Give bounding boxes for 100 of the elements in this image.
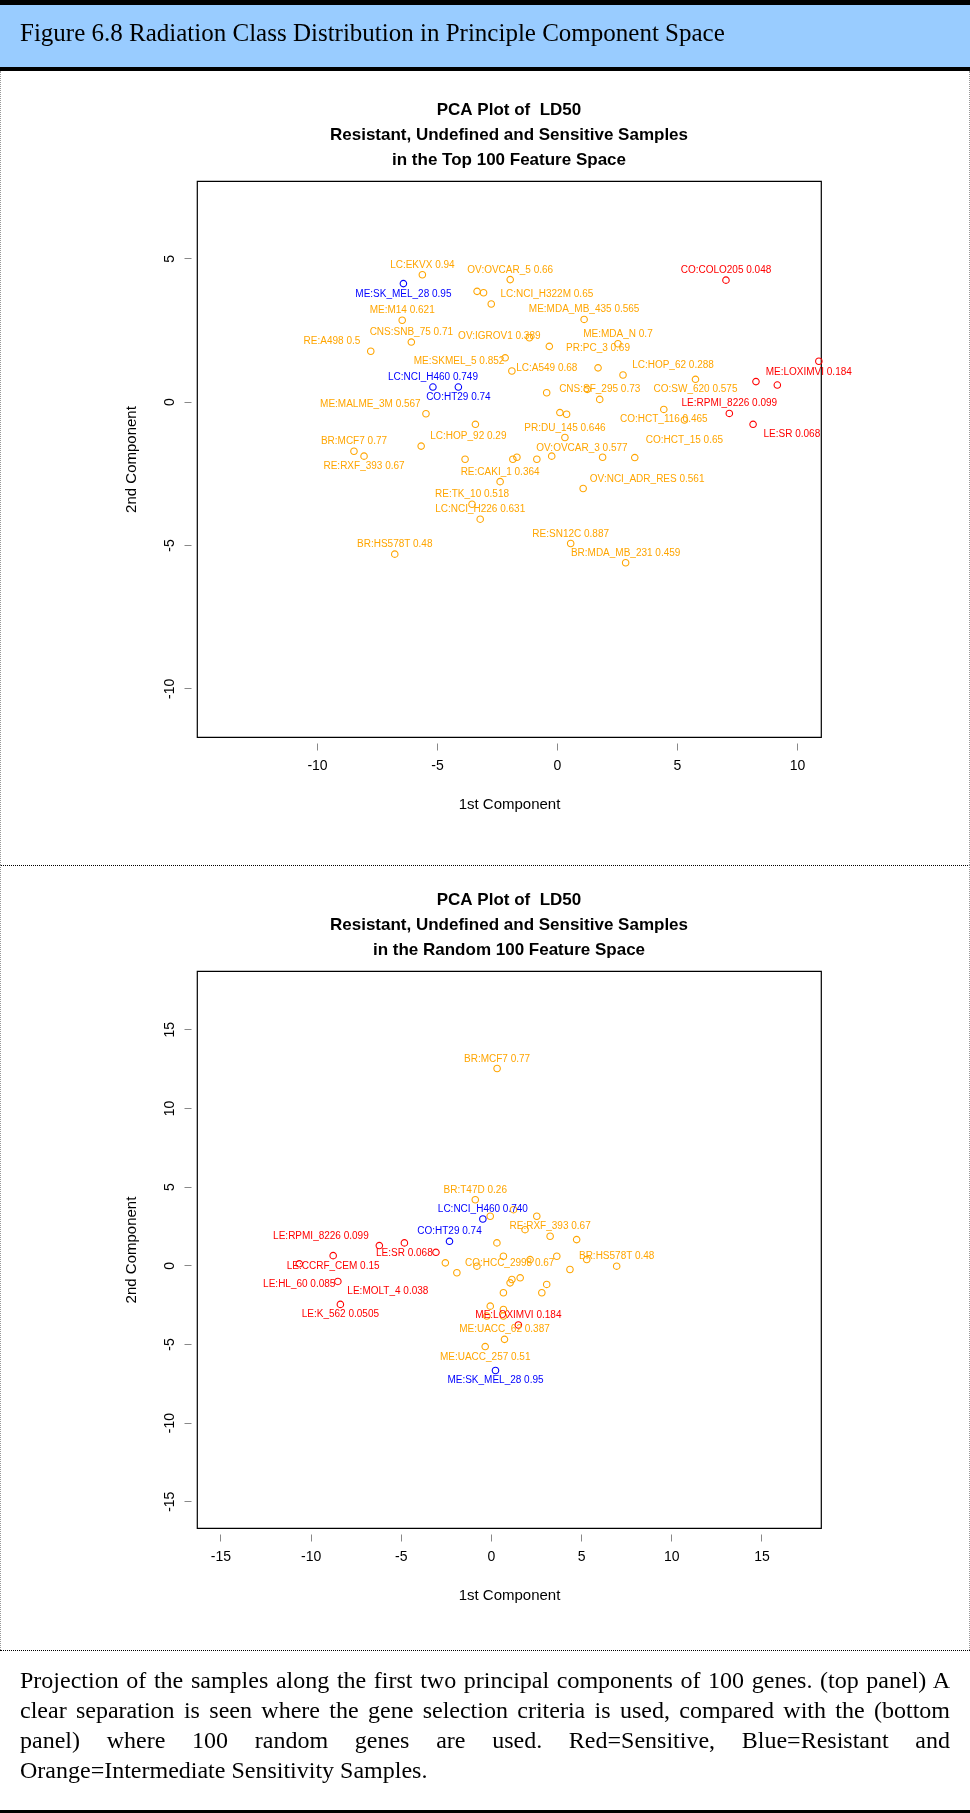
point xyxy=(471,1196,480,1204)
annotation: ME:UACC_62 0.387 xyxy=(459,1323,551,1335)
annotation: CO:SW_620 0.575 xyxy=(653,383,738,395)
point xyxy=(486,1302,495,1310)
point xyxy=(538,1288,546,1297)
annotation: LC:NCI_H322M 0.65 xyxy=(500,287,594,299)
annotation: OV:IGROV1 0.389 xyxy=(458,330,541,342)
point xyxy=(508,1275,516,1284)
point xyxy=(481,1342,489,1351)
y-tick-label: 0 xyxy=(160,398,177,407)
annotation: ME:SKMEL_5 0.852 xyxy=(413,355,505,367)
point xyxy=(579,484,587,493)
chart-title: PCA Plot of LD50 Resistant, Undefined and Sensitive Samples in the Top 100 Feature Space xyxy=(329,100,689,169)
annotation: ME:MDA_N 0.7 xyxy=(583,327,654,339)
y-tick-label: -10 xyxy=(160,1412,177,1434)
annotation: LE:HL_60 0.085 xyxy=(263,1277,336,1289)
point xyxy=(329,1251,337,1260)
annotation: CO:HT29 0.74 xyxy=(417,1225,483,1237)
point xyxy=(546,1232,554,1241)
point xyxy=(532,1212,541,1221)
annotation: ME:UACC_257 0.51 xyxy=(439,1350,531,1362)
y-tick-label: 5 xyxy=(160,254,177,263)
caption: Figure 6.8 Radiation Class Distribution in Principle Component Space xyxy=(0,0,970,71)
point xyxy=(556,408,564,417)
point xyxy=(725,409,734,418)
point xyxy=(621,558,630,567)
point xyxy=(429,383,437,391)
point xyxy=(542,389,551,397)
point xyxy=(418,270,427,279)
chart-title: PCA Plot of LD50 Resistant, Undefined and Sensitive Samples in the Random 100 Feature Space xyxy=(329,890,689,959)
y-tick-label: -5 xyxy=(160,539,177,552)
point xyxy=(506,1279,514,1287)
point xyxy=(476,515,484,523)
point xyxy=(630,453,639,462)
x-axis-title: 1st Component xyxy=(458,794,562,812)
y-tick-label: 0 xyxy=(160,1261,177,1270)
x-tick-label: 0 xyxy=(487,1547,496,1564)
point xyxy=(336,1300,345,1309)
point xyxy=(542,1280,551,1289)
annotation: ME:M14 0.621 xyxy=(369,304,436,316)
text: Projection of the samples along the first two principal components of 100 genes. (top panel) A clear separation is seen where the gene selection criteria is used, compared with the (bottom panel) where 100 random genes are used. Red=Sensitive, Blue=Resistant and Orange=Intermediate Sensitivity Samples. xyxy=(0,1650,970,1813)
point xyxy=(499,1288,508,1297)
annotation: ME:SK_MEL_28 0.95 xyxy=(355,287,452,299)
annotation: CO:HCT_15 0.65 xyxy=(645,434,724,446)
point xyxy=(566,1265,574,1274)
x-tick-label: 0 xyxy=(553,756,562,773)
point xyxy=(749,420,757,429)
annotation: PR:PC_3 0.69 xyxy=(566,341,631,353)
annotation: BR:T47D 0.26 xyxy=(443,1183,508,1195)
x-tick-label: 5 xyxy=(673,756,682,773)
point xyxy=(407,338,416,346)
point xyxy=(562,410,571,419)
point xyxy=(572,1235,581,1244)
point xyxy=(513,453,521,462)
annotation: RE:SN12C 0.887 xyxy=(532,527,610,539)
annotation: BR:HS578T 0.48 xyxy=(357,538,433,550)
point xyxy=(533,455,541,464)
annotation: LE:RPMI_8226 0.099 xyxy=(273,1229,370,1241)
point xyxy=(619,371,627,379)
point xyxy=(441,1259,450,1267)
x-axis-title: 1st Component xyxy=(458,1585,562,1603)
annotation: LE:SR 0.068 xyxy=(763,428,821,440)
x-tick-label: -5 xyxy=(395,1547,408,1564)
annotation: ME:MDA_MB_435 0.565 xyxy=(528,303,640,315)
annotation: LE:K_562 0.0505 xyxy=(301,1308,380,1320)
point xyxy=(691,375,700,384)
y-tick-label: 15 xyxy=(160,1021,177,1038)
x-tick-label: -15 xyxy=(210,1547,232,1564)
point xyxy=(506,275,514,284)
x-tick-label: -5 xyxy=(431,756,444,773)
annotation: RE:RXF_393 0.67 xyxy=(509,1220,592,1232)
y-tick-label: 10 xyxy=(160,1100,177,1117)
annotation: CO:HT29 0.74 xyxy=(426,391,492,403)
point xyxy=(773,381,782,389)
annotation: BR:MCF7 0.77 xyxy=(464,1052,531,1064)
annotation: LE:CCRF_CEM 0.15 xyxy=(286,1259,380,1271)
point xyxy=(612,1262,621,1270)
annotation: LE:MOLT_4 0.038 xyxy=(347,1285,429,1297)
y-axis-title: 2nd Component xyxy=(121,1195,139,1304)
annotation: CNS:SNB_75 0.71 xyxy=(369,326,454,338)
point xyxy=(508,367,516,375)
annotation: RE:TK_10 0.518 xyxy=(435,488,510,500)
x-tick-label: 5 xyxy=(577,1547,586,1564)
point xyxy=(545,342,554,351)
point xyxy=(493,1064,501,1073)
annotation: ME:MALME_3M 0.567 xyxy=(320,397,422,409)
annotation: LE:RPMI_8226 0.099 xyxy=(681,397,778,409)
annotation: LC:HOP_92 0.29 xyxy=(430,430,507,442)
point xyxy=(815,357,823,366)
annotation: BR:HS578T 0.48 xyxy=(578,1250,655,1262)
annotation: LC:NCI_H226 0.631 xyxy=(435,503,526,515)
point xyxy=(566,539,575,548)
point xyxy=(422,409,430,418)
point xyxy=(752,377,760,386)
point xyxy=(487,300,496,308)
point xyxy=(473,287,481,296)
point xyxy=(660,405,668,414)
point xyxy=(350,447,358,456)
annotation: LE:SR 0.068 xyxy=(376,1246,434,1258)
point xyxy=(561,433,569,442)
